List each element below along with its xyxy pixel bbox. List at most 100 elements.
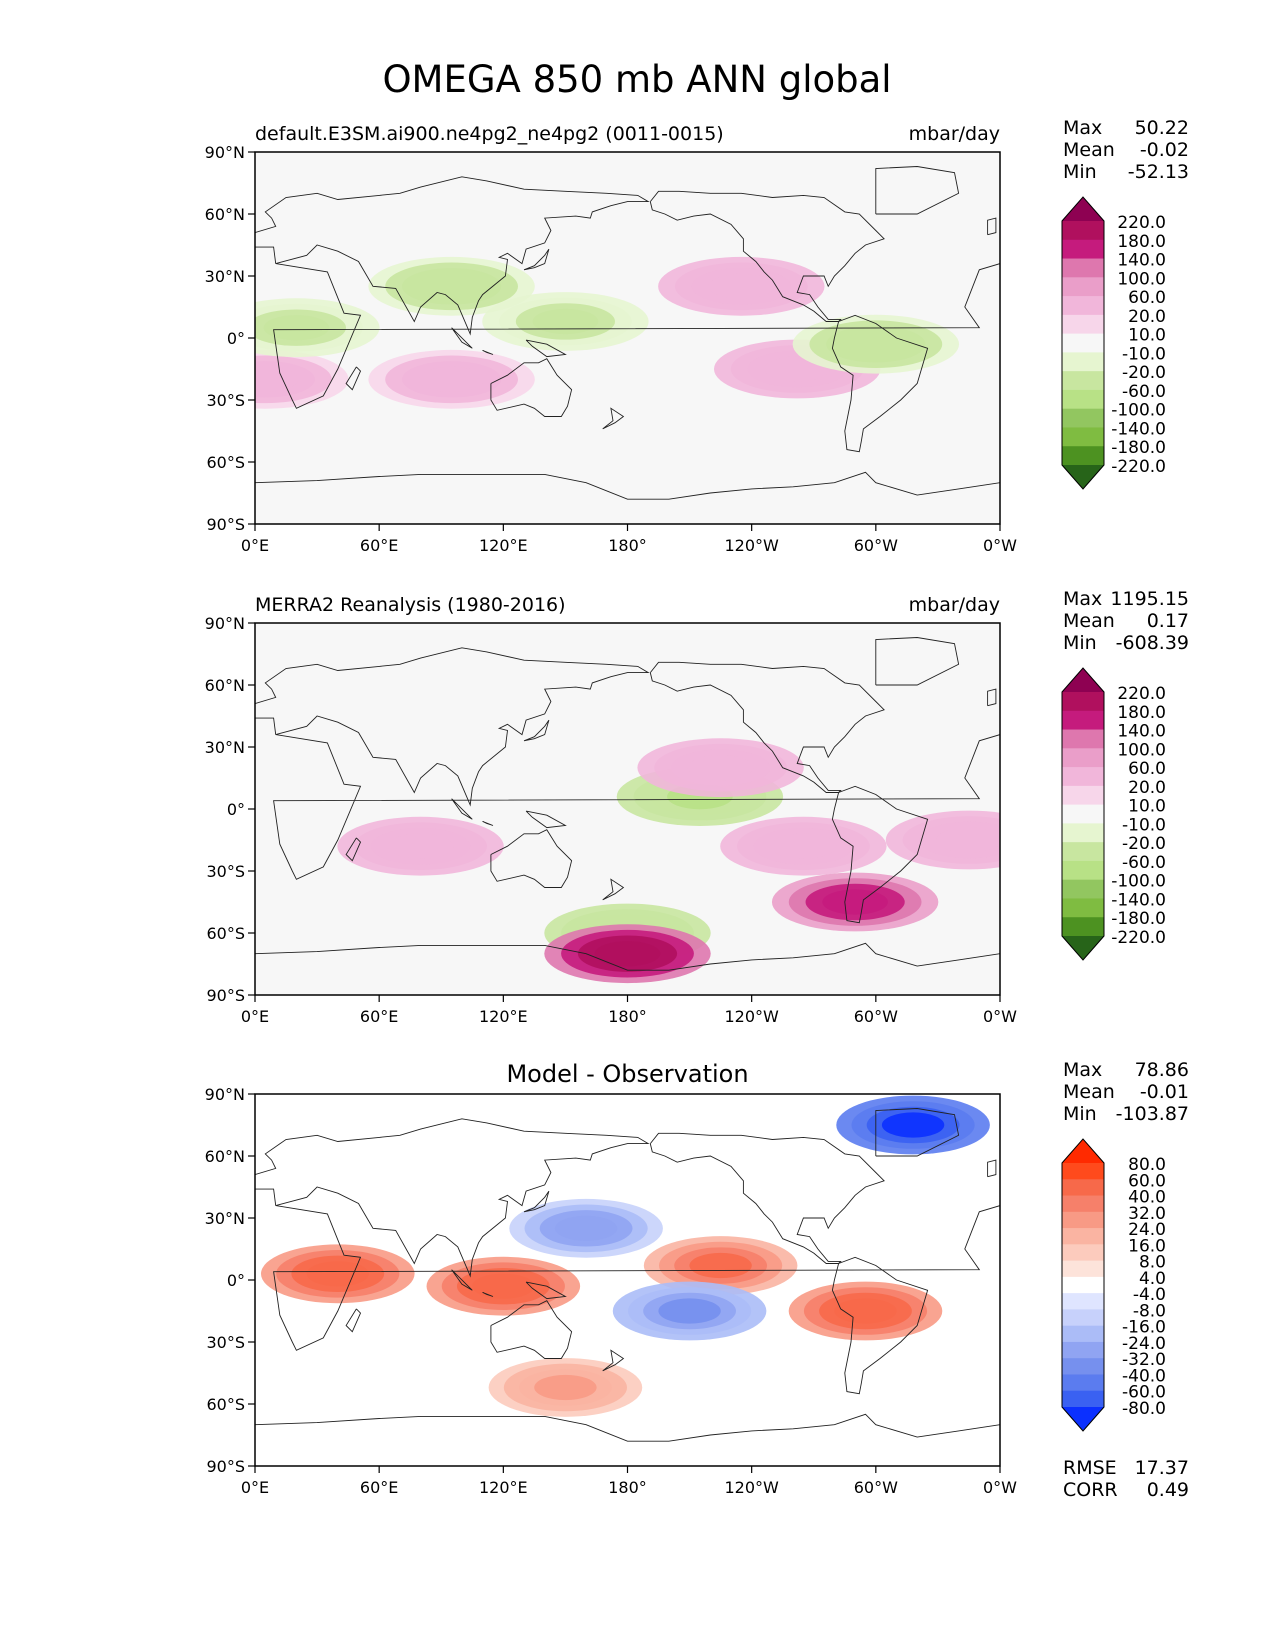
contour-fill — [689, 1252, 752, 1279]
colorbar-tick-label: 24.0 — [1128, 1220, 1166, 1240]
colorbar-tick-label: -16.0 — [1122, 1318, 1166, 1338]
panel-units: mbar/day — [909, 123, 1000, 145]
extra-stat-value: 0.49 — [1147, 1479, 1189, 1501]
coastline — [490, 829, 573, 888]
stat-value: 0.17 — [1147, 610, 1189, 632]
colorbar-band — [1062, 860, 1104, 881]
coastline — [831, 314, 929, 453]
coastline — [649, 661, 885, 793]
contour-fill — [387, 833, 454, 859]
colorbar-tick-label: -60.0 — [1122, 1383, 1166, 1403]
contour-fill — [936, 827, 1000, 853]
colorbar-tick-label: -40.0 — [1122, 1366, 1166, 1386]
coastline — [273, 263, 1000, 409]
colorbar-band — [1062, 1325, 1104, 1343]
y-tick-label: 90°S — [206, 515, 245, 534]
colorbar-band — [1062, 258, 1104, 278]
coastline — [523, 1190, 550, 1213]
coastline — [255, 1413, 1000, 1442]
x-tick-label: 0°W — [983, 1007, 1017, 1026]
panel-model: default.E3SM.ai900.ne4pg2_ne4pg2 (0011-0… — [205, 117, 1189, 555]
x-tick-label: 120°E — [479, 536, 528, 555]
colorbar-band — [1062, 1293, 1104, 1310]
colorbar-tick-label: -8.0 — [1133, 1301, 1166, 1321]
colorbar-band — [1062, 1341, 1104, 1359]
coastline — [649, 190, 885, 322]
colorbar-tick-label: -10.0 — [1122, 344, 1166, 364]
colorbar-band — [1062, 1228, 1104, 1245]
colorbar-tick-label: 8.0 — [1139, 1253, 1166, 1273]
colorbar-tick-label: 60.0 — [1128, 288, 1166, 308]
colorbar-tick-label: 60.0 — [1128, 1171, 1166, 1191]
x-tick-label: 0°W — [983, 536, 1017, 555]
colorbar-outline — [1061, 1138, 1105, 1432]
contour-fill — [418, 366, 485, 392]
colorbar-tick-label: -24.0 — [1122, 1334, 1166, 1354]
contour-fill — [554, 1215, 618, 1241]
colorbar-tick-label: 180.0 — [1117, 232, 1166, 252]
field-layer — [255, 637, 1000, 984]
x-tick-label: 120°W — [724, 1478, 779, 1497]
colorbar-band — [1062, 898, 1104, 918]
colorbar-tick-label: -32.0 — [1122, 1350, 1166, 1370]
colorbar-tick-label: -80.0 — [1122, 1399, 1166, 1419]
colorbar-band — [1062, 352, 1104, 372]
field-layer — [255, 1095, 1000, 1442]
stat-value: -608.39 — [1116, 632, 1189, 654]
x-tick-label: 60°E — [360, 1478, 398, 1497]
colorbar-tick-label: 10.0 — [1128, 797, 1166, 817]
coastline — [602, 1349, 625, 1372]
field-feature-north-pacific-negative — [509, 1198, 663, 1258]
field-feature-east-pacific-subsidence — [637, 738, 804, 798]
y-tick-label: 60°S — [206, 1395, 245, 1414]
y-tick-label: 90°N — [205, 143, 245, 162]
colorbar-band — [1062, 1195, 1104, 1213]
y-tick-label: 30°S — [206, 862, 245, 881]
y-tick-label: 30°N — [205, 738, 245, 757]
contour-fill — [306, 1261, 369, 1287]
contour-fill — [534, 1374, 597, 1401]
colorbar-band — [1062, 446, 1104, 466]
colorbar: 80.060.040.032.024.016.08.04.0-4.0-8.0-1… — [1061, 1138, 1166, 1432]
colorbar-band — [1062, 710, 1104, 731]
panel-obs: MERRA2 Reanalysis (1980-2016) mbar/day 0°E… — [205, 588, 1189, 1026]
coastline — [525, 1281, 567, 1300]
colorbar-band — [1062, 729, 1104, 749]
colorbar-band — [1062, 692, 1104, 712]
field-feature-greenland-negative — [836, 1095, 990, 1155]
field-feature-east-africa-positive — [260, 1244, 415, 1304]
colorbar-tick-label: -100.0 — [1111, 872, 1166, 892]
coastline — [482, 820, 494, 826]
y-tick-label: 30°N — [205, 1209, 245, 1228]
coastline — [875, 637, 960, 686]
colorbar-tick-label: 40.0 — [1128, 1188, 1166, 1208]
colorbar-band — [1062, 427, 1104, 447]
colorbar-band — [1062, 804, 1104, 824]
coastline — [987, 217, 997, 236]
colorbar-tick-label: -140.0 — [1111, 890, 1166, 910]
coastlines — [255, 166, 1000, 500]
y-tick-label: 90°N — [205, 1085, 245, 1104]
colorbar-band — [1062, 1179, 1104, 1197]
contour-fill — [843, 331, 909, 357]
contour-fill — [881, 1112, 945, 1138]
field-feature-se-pacific-subsidence — [720, 816, 887, 876]
coastline — [490, 1300, 573, 1359]
colorbar-band — [1062, 333, 1104, 353]
colorbar-tick-label: 32.0 — [1128, 1204, 1166, 1224]
colorbar-tick-label: 80.0 — [1128, 1155, 1166, 1175]
colorbar-band — [1062, 842, 1104, 862]
colorbar-tick-label: -60.0 — [1122, 382, 1166, 402]
colorbar-band — [1062, 1374, 1104, 1392]
coastline — [987, 1159, 997, 1178]
contour-fill — [770, 833, 837, 859]
colorbar-tick-label: -140.0 — [1111, 419, 1166, 439]
contour-fill — [594, 941, 661, 967]
contour-fill — [263, 315, 330, 341]
colorbar-tick-label: 220.0 — [1117, 213, 1166, 233]
figure-title: OMEGA 850 mb ANN global — [382, 58, 891, 101]
coastline — [255, 942, 1000, 971]
x-tick-label: 120°E — [479, 1478, 528, 1497]
coastline — [525, 339, 567, 358]
colorbar-extend-low — [1062, 1407, 1104, 1431]
